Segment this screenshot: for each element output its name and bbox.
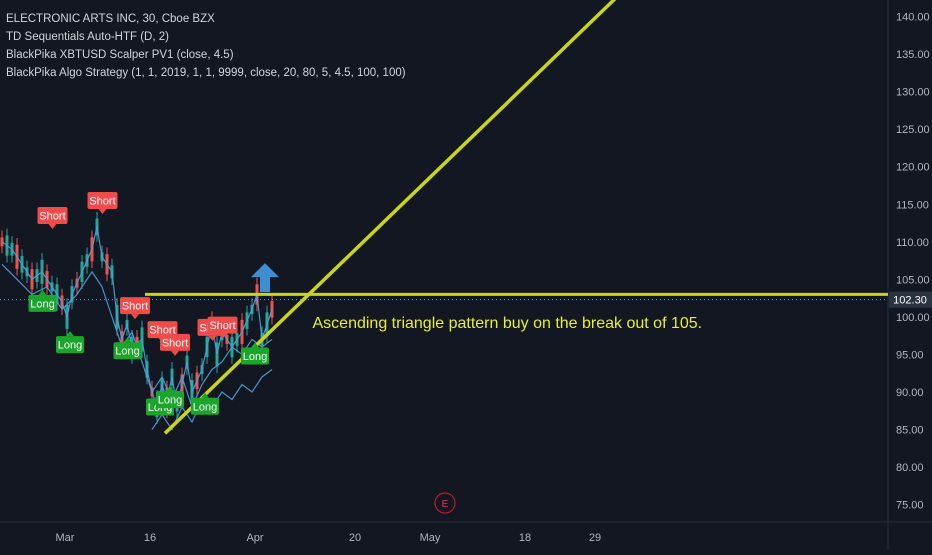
annotation-text: Ascending triangle pattern buy on the br… bbox=[313, 315, 703, 332]
long-signal-tag: Long bbox=[113, 337, 142, 360]
short-signal-tag: Short bbox=[147, 321, 178, 344]
short-signal-tag: Short bbox=[207, 316, 238, 339]
x-tick-label: Apr bbox=[246, 532, 263, 544]
indicator-td-sequentials[interactable]: TD Sequentials Auto-HTF (D, 2) bbox=[6, 31, 169, 43]
y-tick-label: 85.00 bbox=[896, 425, 924, 437]
y-tick-label: 100.00 bbox=[896, 312, 930, 324]
signal-label: Long bbox=[158, 395, 182, 407]
long-signal-tag: Long bbox=[28, 289, 57, 312]
signal-label: Short bbox=[209, 320, 235, 332]
signal-label: Short bbox=[162, 337, 188, 349]
y-tick-label: 75.00 bbox=[896, 500, 924, 512]
short-signal-tag: Short bbox=[87, 191, 118, 214]
symbol-title[interactable]: ELECTRONIC ARTS INC, 30, Cboe BZX bbox=[6, 13, 215, 25]
indicator-line-1 bbox=[1, 263, 273, 409]
y-tick-label: 140.00 bbox=[896, 12, 930, 24]
y-tick-label: 135.00 bbox=[896, 49, 930, 61]
indicator-scalper[interactable]: BlackPika XBTUSD Scalper PV1 (close, 4.5… bbox=[6, 49, 234, 61]
long-signal-tag: Long bbox=[191, 392, 219, 415]
x-tick-label: 29 bbox=[589, 532, 601, 544]
signal-label: Short bbox=[149, 325, 175, 337]
signal-label: Long bbox=[193, 401, 217, 413]
y-tick-label: 80.00 bbox=[896, 462, 924, 474]
x-tick-label: Mar bbox=[56, 532, 75, 544]
long-signal-tag: Long bbox=[241, 342, 269, 365]
up-arrow-icon bbox=[251, 263, 279, 293]
chart-legend: ELECTRONIC ARTS INC, 30, Cboe BZX TD Seq… bbox=[6, 10, 406, 82]
y-tick-label: 110.00 bbox=[896, 237, 929, 249]
x-tick-label: 20 bbox=[349, 532, 361, 544]
long-signal-tag: Long bbox=[56, 331, 84, 354]
signal-label: Long bbox=[58, 340, 82, 352]
short-signal-tag: Short bbox=[37, 207, 68, 230]
earnings-marker-icon bbox=[434, 492, 456, 514]
signal-label: Short bbox=[122, 301, 148, 313]
y-tick-label: 115.00 bbox=[896, 199, 929, 211]
x-tick-label: 16 bbox=[144, 532, 156, 544]
current-price-label: 102.30 bbox=[893, 295, 927, 307]
earnings-marker-glyph: E bbox=[442, 499, 449, 510]
x-tick-label: 18 bbox=[519, 532, 531, 544]
signal-label: Long bbox=[115, 346, 139, 358]
long-signal-tag: Long bbox=[156, 386, 184, 409]
y-tick-label: 95.00 bbox=[896, 349, 924, 361]
y-tick-label: 120.00 bbox=[896, 162, 930, 174]
y-tick-label: 105.00 bbox=[896, 274, 930, 286]
short-signal-tag: Short bbox=[120, 297, 150, 320]
y-tick-label: 125.00 bbox=[896, 124, 930, 136]
short-signal-tag: Short bbox=[160, 333, 190, 356]
x-tick-label: May bbox=[420, 532, 441, 544]
signal-label: Long bbox=[243, 351, 267, 363]
signal-label: Short bbox=[39, 211, 65, 223]
y-tick-label: 90.00 bbox=[896, 387, 924, 399]
signal-label: Long bbox=[30, 298, 54, 310]
signal-label: Short bbox=[89, 195, 115, 207]
ascending-trendline bbox=[163, 0, 617, 435]
indicator-algo-strategy[interactable]: BlackPika Algo Strategy (1, 1, 2019, 1, … bbox=[6, 67, 406, 79]
current-price-tag bbox=[889, 291, 932, 308]
y-tick-label: 130.00 bbox=[896, 87, 930, 99]
